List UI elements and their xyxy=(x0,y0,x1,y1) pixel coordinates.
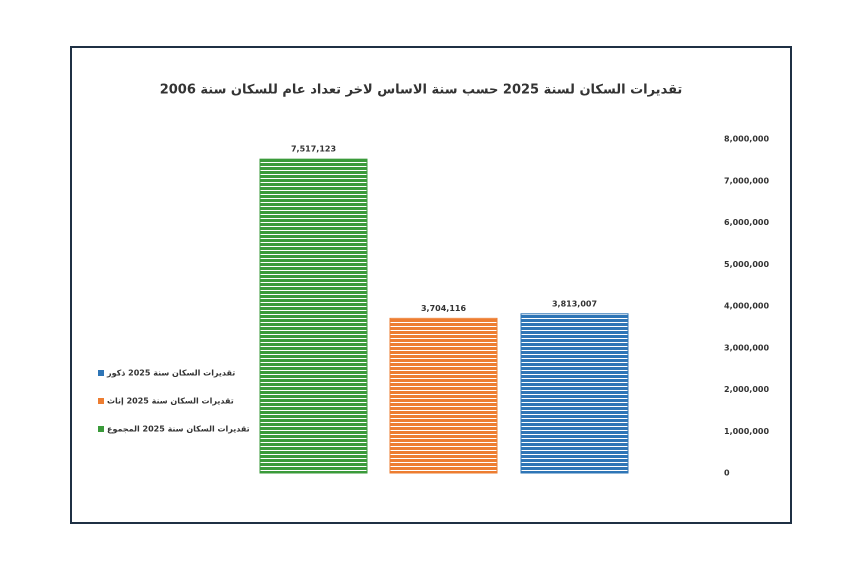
bar xyxy=(389,317,498,474)
bar xyxy=(520,313,629,474)
y-tick-label: 4,000,000 xyxy=(724,302,769,311)
legend-swatch xyxy=(98,426,104,432)
y-tick-label: 1,000,000 xyxy=(724,427,769,436)
chart-title: تقديرات السكان لسنة 2025 حسب سنة الاساس … xyxy=(160,83,683,98)
y-tick-label: 0 xyxy=(724,469,730,478)
legend-swatch xyxy=(98,370,104,376)
legend-swatch xyxy=(98,398,104,404)
y-tick-label: 6,000,000 xyxy=(724,218,769,227)
y-tick-label: 7,000,000 xyxy=(724,176,769,185)
legend-label: تقديرات السكان سنة 2025 إناث xyxy=(107,397,234,406)
value-label: 3,813,007 xyxy=(552,299,597,308)
legend-label: تقديرات السكان سنة 2025 ذكور xyxy=(106,369,235,378)
value-label: 7,517,123 xyxy=(291,145,336,154)
y-tick-label: 8,000,000 xyxy=(724,135,769,144)
y-tick-label: 3,000,000 xyxy=(724,343,769,352)
value-label: 3,704,116 xyxy=(421,304,466,313)
y-tick-label: 2,000,000 xyxy=(724,385,769,394)
y-tick-label: 5,000,000 xyxy=(724,260,769,269)
bar xyxy=(259,158,368,474)
legend-label: تقديرات السكان سنة 2025 المجموع xyxy=(107,425,250,434)
